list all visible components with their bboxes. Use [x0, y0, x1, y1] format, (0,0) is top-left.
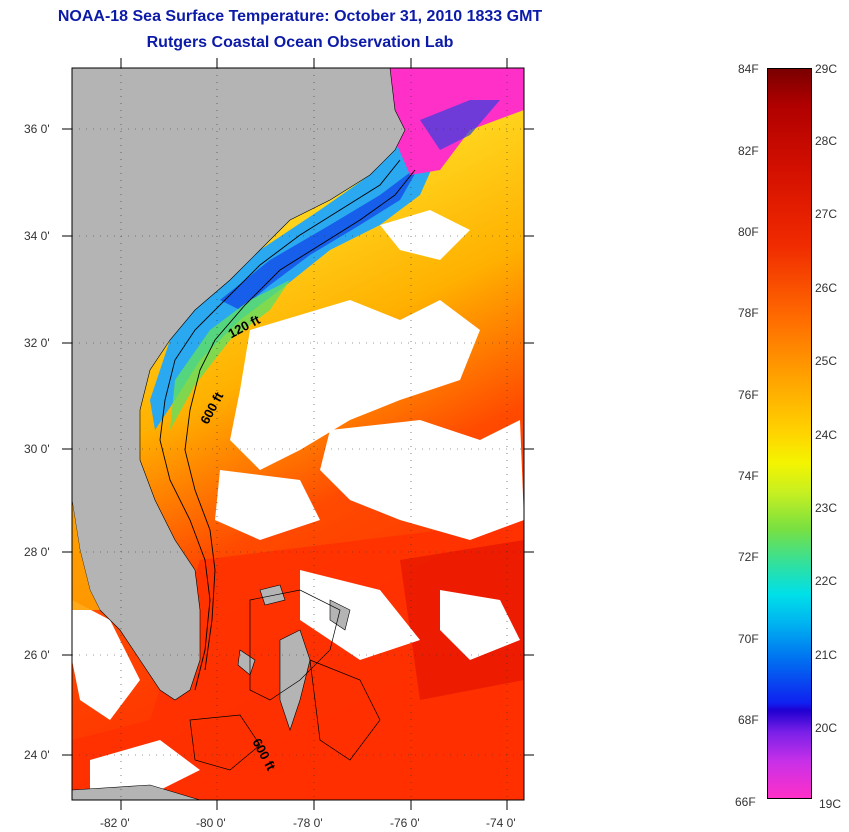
colorbar-label-f: 84F [738, 62, 759, 76]
colorbar-label-c: 24C [815, 428, 838, 442]
lon-tick-label: -80 0' [196, 816, 226, 830]
land-cuba [72, 784, 201, 800]
colorbar-label-f: 70F [738, 632, 759, 646]
colorbar-label-f: 82F [738, 144, 759, 158]
colorbar-label-f: 68F [738, 713, 759, 727]
colorbar-label-c: 22C [815, 574, 838, 588]
colorbar-label-c: 27C [815, 207, 838, 221]
colorbar-label-f: 76F [738, 388, 759, 402]
gulf-coastal-water [72, 500, 100, 610]
cloud-mask [90, 740, 200, 795]
cloud-mask [215, 470, 320, 540]
colorbar-label-c: 28C [815, 134, 838, 148]
lat-tick-label: 28 0' [24, 545, 50, 559]
land-bahamas [279, 629, 311, 731]
lon-tick-label: -78 0' [293, 816, 323, 830]
map-subtitle: Rutgers Coastal Ocean Observation Lab [146, 34, 454, 51]
colorbar-label-c: 26C [815, 281, 838, 295]
lat-tick-label: 32 0' [24, 336, 50, 350]
lat-tick-label: 24 0' [24, 748, 50, 762]
cloud-mask [300, 570, 420, 660]
colorbar-label-c: 29C [815, 62, 838, 76]
graticule [72, 68, 524, 800]
contour-cuba-shelf [189, 714, 261, 771]
map-frame [71, 67, 525, 801]
shelf-green-water [170, 280, 290, 430]
contour-bahamas-bank [309, 659, 381, 761]
cloud-mask [380, 210, 470, 260]
contour-120ft [159, 159, 401, 691]
colorbar-label-f: 78F [738, 306, 759, 320]
colorbar-label-c: 21C [815, 648, 838, 662]
cold-northern-core [420, 100, 500, 150]
colorbar-label-c: 19C [819, 797, 842, 811]
colorbar-label-c: 25C [815, 354, 838, 368]
cloud-mask [230, 300, 480, 470]
cloud-mask [440, 590, 520, 660]
lat-tick-label: 36 0' [24, 122, 50, 136]
axis-tick-marks [62, 58, 534, 810]
colorbar-label-f: 72F [738, 550, 759, 564]
temperature-colorbar [767, 68, 812, 799]
colorbar-label-c: 20C [815, 721, 838, 735]
cloud-mask [320, 420, 524, 540]
lat-tick-label: 34 0' [24, 229, 50, 243]
land-bahamas [259, 584, 286, 606]
colorbar-label-f: 66F [735, 795, 756, 809]
contour-bahamas-bank [249, 589, 341, 701]
land-southeast-us [72, 68, 406, 701]
colorbar-label-f: 80F [738, 225, 759, 239]
colorbar-label-c: 23C [815, 501, 838, 515]
lon-tick-label: -74 0' [486, 816, 516, 830]
cool-shelf-water [150, 100, 470, 430]
lat-tick-label: 26 0' [24, 648, 50, 662]
colorbar-label-f: 74F [738, 469, 759, 483]
contour-600ft [184, 169, 416, 671]
map-title: NOAA-18 Sea Surface Temperature: October… [57, 8, 543, 25]
lon-tick-label: -82 0' [100, 816, 130, 830]
map-plot-area [72, 68, 524, 800]
lon-tick-label: -76 0' [390, 816, 420, 830]
cloud-mask [72, 600, 140, 720]
lat-tick-label: 30 0' [24, 442, 50, 456]
coldest-shelf-water [220, 165, 420, 310]
